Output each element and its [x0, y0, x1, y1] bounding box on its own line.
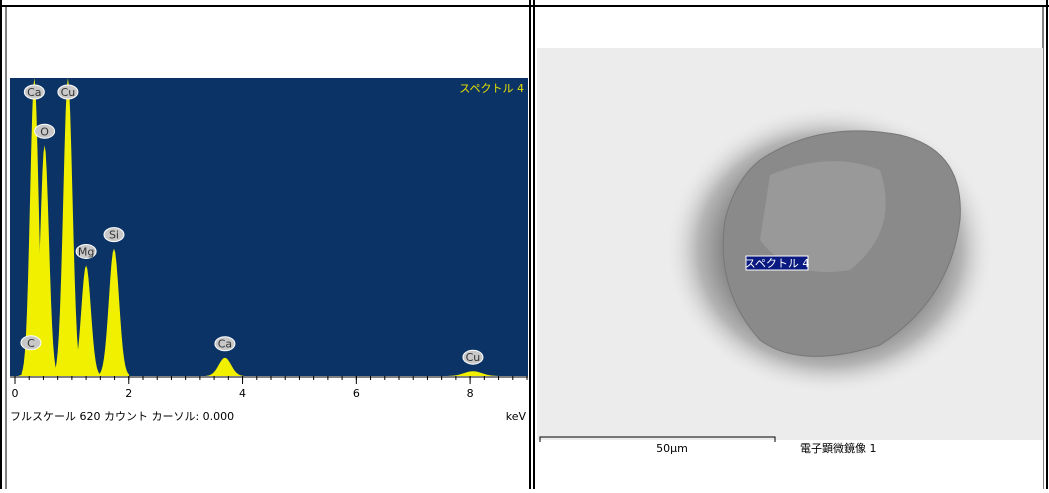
peak-label-bg: [34, 123, 56, 139]
x-tick-label: 4: [239, 387, 246, 400]
x-tick-label: 2: [125, 387, 132, 400]
axis-area: [10, 376, 528, 406]
peak-label: Ca: [218, 338, 232, 351]
peak: [446, 371, 500, 376]
peak-label-bg: [57, 84, 79, 100]
peak-label-bg: [75, 243, 97, 259]
peak: [206, 357, 244, 376]
scale-bar: [539, 436, 776, 442]
peaks: [18, 78, 500, 376]
spectrum-title: スペクトル 4: [459, 82, 524, 95]
peak-label: O: [40, 125, 49, 138]
peak-label-bg: [23, 84, 45, 100]
spectrum: スペクトル 4 フルスケール 620 カウント カーソル: 0.000 keV …: [10, 78, 528, 423]
scale-text: 50μm: [656, 442, 688, 455]
x-tick-label: 6: [353, 387, 360, 400]
x-tick-label: 8: [467, 387, 474, 400]
peak-label-bg: [20, 335, 42, 351]
peak: [71, 265, 101, 376]
peak-label-bg: [462, 349, 484, 365]
peak-label: Mg: [78, 245, 94, 258]
plot-background: [10, 78, 528, 376]
particle-facet: [760, 161, 886, 272]
peak: [31, 145, 58, 376]
caption-area: [537, 440, 1043, 489]
unit: keV: [506, 410, 527, 423]
peak-label-bg: [103, 227, 125, 243]
x-tick-label: 0: [12, 387, 19, 400]
peak-label: C: [27, 337, 35, 350]
spot-label: スペクトル 4: [745, 257, 810, 270]
peak-label: Cu: [466, 351, 481, 364]
peak-label: Ca: [27, 86, 41, 99]
label-box: [745, 255, 809, 271]
sem-image: スペクトル 4 50μm 電子顕微鏡像 1: [537, 48, 1043, 489]
peak-label: Si: [109, 229, 119, 242]
peak-label: Cu: [61, 86, 76, 99]
caption: 電子顕微鏡像 1: [800, 441, 877, 455]
peak: [54, 78, 82, 376]
peak: [98, 248, 130, 376]
peak-label-bg: [214, 336, 236, 352]
footer: フルスケール 620 カウント カーソル: 0.000: [10, 410, 234, 423]
